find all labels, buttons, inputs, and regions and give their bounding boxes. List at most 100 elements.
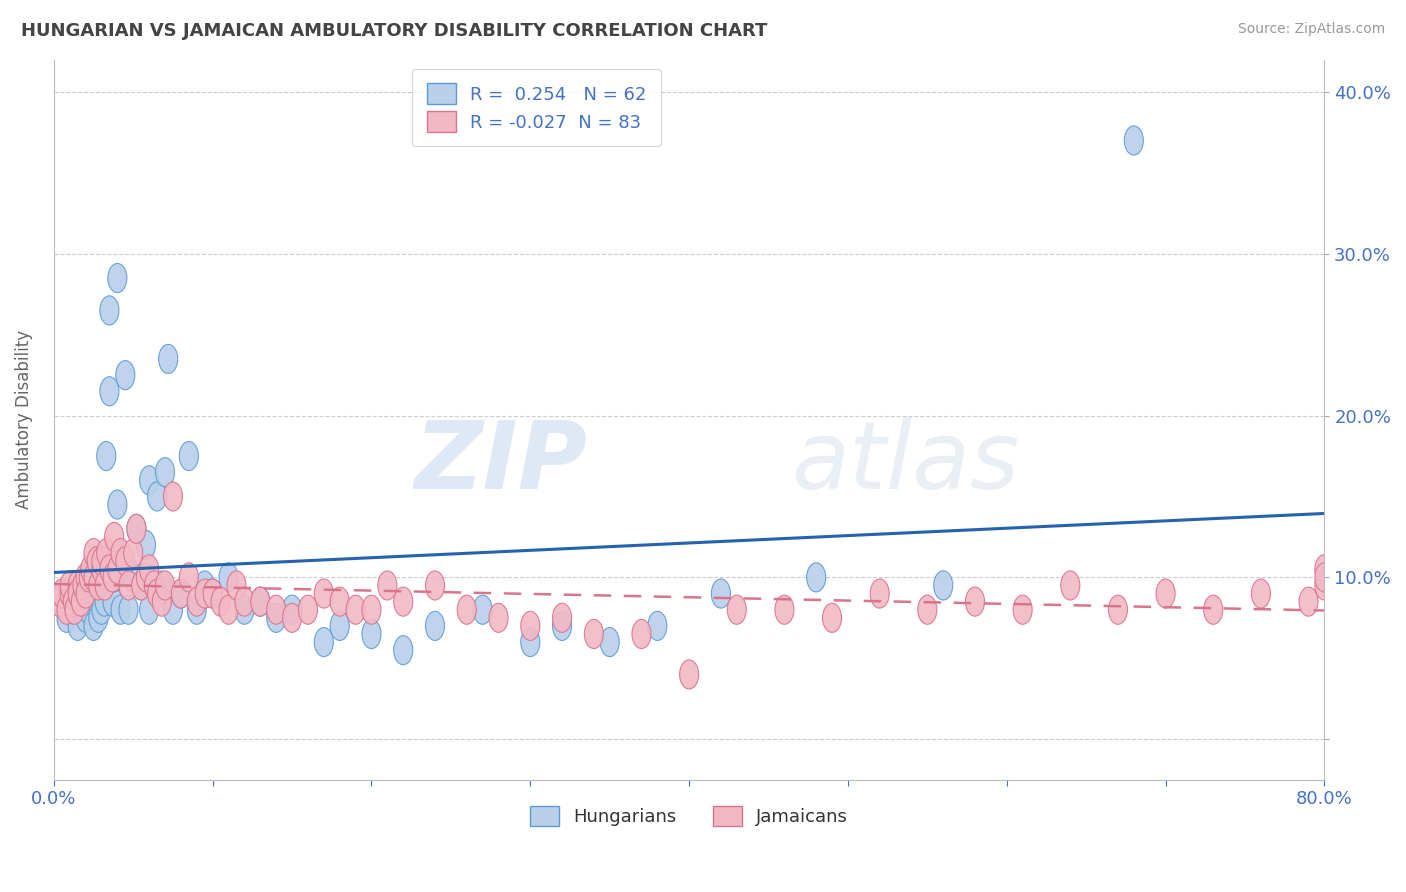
Ellipse shape: [76, 603, 96, 632]
Ellipse shape: [1251, 579, 1271, 608]
Ellipse shape: [1014, 595, 1032, 624]
Ellipse shape: [120, 595, 138, 624]
Ellipse shape: [76, 563, 96, 592]
Ellipse shape: [139, 595, 159, 624]
Ellipse shape: [211, 587, 231, 616]
Ellipse shape: [148, 579, 166, 608]
Ellipse shape: [202, 579, 222, 608]
Ellipse shape: [79, 595, 98, 624]
Ellipse shape: [124, 539, 143, 567]
Ellipse shape: [76, 579, 96, 608]
Ellipse shape: [89, 571, 108, 600]
Ellipse shape: [108, 490, 127, 519]
Ellipse shape: [91, 555, 111, 584]
Ellipse shape: [315, 627, 333, 657]
Ellipse shape: [111, 539, 131, 567]
Ellipse shape: [250, 587, 270, 616]
Ellipse shape: [163, 482, 183, 511]
Ellipse shape: [283, 595, 302, 624]
Ellipse shape: [127, 515, 146, 543]
Ellipse shape: [426, 611, 444, 640]
Ellipse shape: [250, 587, 270, 616]
Ellipse shape: [108, 263, 127, 293]
Ellipse shape: [1315, 571, 1334, 600]
Ellipse shape: [132, 571, 150, 600]
Ellipse shape: [91, 595, 111, 624]
Ellipse shape: [60, 571, 79, 600]
Ellipse shape: [163, 595, 183, 624]
Ellipse shape: [89, 603, 108, 632]
Ellipse shape: [235, 587, 254, 616]
Ellipse shape: [67, 571, 87, 600]
Ellipse shape: [489, 603, 508, 632]
Ellipse shape: [60, 579, 79, 608]
Ellipse shape: [1108, 595, 1128, 624]
Text: HUNGARIAN VS JAMAICAN AMBULATORY DISABILITY CORRELATION CHART: HUNGARIAN VS JAMAICAN AMBULATORY DISABIL…: [21, 22, 768, 40]
Ellipse shape: [84, 611, 103, 640]
Ellipse shape: [775, 595, 794, 624]
Ellipse shape: [84, 539, 103, 567]
Ellipse shape: [195, 579, 214, 608]
Ellipse shape: [934, 571, 953, 600]
Ellipse shape: [520, 611, 540, 640]
Ellipse shape: [136, 531, 156, 559]
Ellipse shape: [63, 587, 83, 616]
Ellipse shape: [104, 523, 124, 551]
Ellipse shape: [63, 579, 83, 608]
Ellipse shape: [267, 595, 285, 624]
Ellipse shape: [378, 571, 396, 600]
Ellipse shape: [361, 619, 381, 648]
Ellipse shape: [145, 571, 163, 600]
Ellipse shape: [49, 587, 67, 616]
Ellipse shape: [1299, 587, 1317, 616]
Ellipse shape: [159, 344, 177, 374]
Ellipse shape: [120, 571, 138, 600]
Ellipse shape: [187, 595, 207, 624]
Ellipse shape: [139, 555, 159, 584]
Ellipse shape: [132, 571, 150, 600]
Ellipse shape: [65, 595, 84, 624]
Ellipse shape: [180, 563, 198, 592]
Ellipse shape: [152, 587, 172, 616]
Ellipse shape: [219, 595, 238, 624]
Ellipse shape: [298, 595, 318, 624]
Ellipse shape: [97, 539, 115, 567]
Ellipse shape: [394, 587, 413, 616]
Ellipse shape: [553, 611, 572, 640]
Ellipse shape: [136, 563, 156, 592]
Ellipse shape: [148, 482, 166, 511]
Ellipse shape: [1125, 126, 1143, 155]
Ellipse shape: [1156, 579, 1175, 608]
Ellipse shape: [172, 579, 190, 608]
Ellipse shape: [156, 458, 174, 487]
Ellipse shape: [76, 571, 96, 600]
Ellipse shape: [152, 571, 172, 600]
Ellipse shape: [139, 466, 159, 495]
Y-axis label: Ambulatory Disability: Ambulatory Disability: [15, 330, 32, 509]
Ellipse shape: [235, 595, 254, 624]
Ellipse shape: [84, 579, 103, 608]
Ellipse shape: [58, 603, 76, 632]
Ellipse shape: [172, 579, 190, 608]
Ellipse shape: [1060, 571, 1080, 600]
Ellipse shape: [156, 571, 174, 600]
Ellipse shape: [73, 595, 91, 624]
Ellipse shape: [52, 587, 72, 616]
Text: Source: ZipAtlas.com: Source: ZipAtlas.com: [1237, 22, 1385, 37]
Ellipse shape: [60, 595, 79, 624]
Ellipse shape: [195, 571, 214, 600]
Ellipse shape: [67, 587, 87, 616]
Ellipse shape: [283, 603, 302, 632]
Ellipse shape: [870, 579, 889, 608]
Ellipse shape: [648, 611, 666, 640]
Text: atlas: atlas: [790, 417, 1019, 508]
Ellipse shape: [100, 296, 120, 325]
Ellipse shape: [1315, 563, 1334, 592]
Ellipse shape: [330, 611, 349, 640]
Ellipse shape: [474, 595, 492, 624]
Ellipse shape: [585, 619, 603, 648]
Ellipse shape: [127, 515, 146, 543]
Ellipse shape: [72, 587, 90, 616]
Ellipse shape: [115, 360, 135, 390]
Ellipse shape: [426, 571, 444, 600]
